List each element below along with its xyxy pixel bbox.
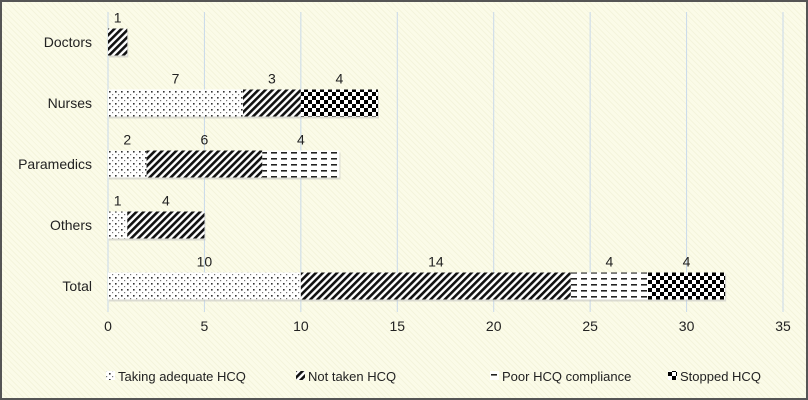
bar-segment (648, 272, 726, 300)
data-label: 3 (268, 71, 276, 87)
bar-segment (108, 28, 128, 56)
x-tick-label: 5 (201, 318, 209, 334)
y-tick-label: Doctors (44, 34, 92, 50)
legend-swatch (490, 371, 499, 380)
bar-segment (300, 272, 571, 300)
data-label: 14 (428, 254, 444, 270)
bar-segment (108, 89, 243, 117)
y-tick-label: Others (50, 217, 92, 233)
bar-segment (127, 211, 205, 239)
bar-segment (262, 150, 340, 178)
legend-label: Not taken HCQ (308, 369, 396, 384)
x-tick-label: 25 (582, 318, 598, 334)
x-tick-label: 0 (104, 318, 112, 334)
data-label: 4 (683, 254, 691, 270)
y-tick-label: Total (62, 278, 92, 294)
bar-segment (300, 89, 378, 117)
legend-swatch (668, 371, 677, 380)
data-label: 4 (162, 193, 170, 209)
bar-segment (570, 272, 648, 300)
legend-swatch (296, 371, 305, 380)
bar-segment (108, 211, 128, 239)
data-label: 1 (114, 193, 122, 209)
legend-swatch (106, 371, 115, 380)
data-label: 2 (123, 132, 131, 148)
data-label: 6 (201, 132, 209, 148)
y-tick-label: Nurses (48, 95, 92, 111)
data-label: 4 (297, 132, 305, 148)
bar-segment (243, 89, 301, 117)
x-tick-label: 20 (486, 318, 502, 334)
x-tick-label: 30 (679, 318, 695, 334)
x-tick-label: 35 (775, 318, 791, 334)
data-label: 4 (336, 71, 344, 87)
x-tick-label: 10 (293, 318, 309, 334)
data-label: 7 (172, 71, 180, 87)
data-label: 1 (114, 10, 122, 26)
legend-label: Taking adequate HCQ (118, 369, 246, 384)
legend-label: Poor HCQ compliance (502, 369, 631, 384)
x-tick-label: 15 (389, 318, 405, 334)
data-label: 4 (606, 254, 614, 270)
legend-label: Stopped HCQ (680, 369, 761, 384)
bar-segment (108, 272, 301, 300)
y-tick-label: Paramedics (18, 156, 92, 172)
bar-segment (146, 150, 263, 178)
data-label: 10 (197, 254, 213, 270)
bar-segment (108, 150, 147, 178)
